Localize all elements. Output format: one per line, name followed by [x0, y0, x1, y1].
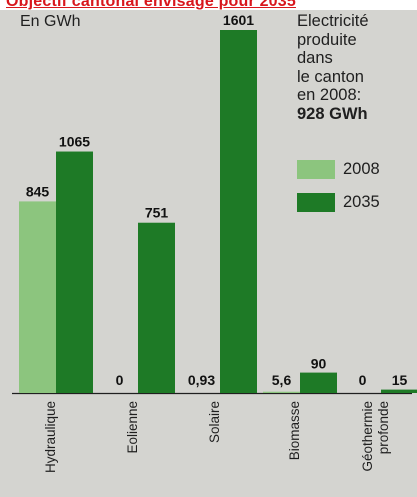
value-label-geothermie-profonde-2035: 15	[392, 372, 408, 388]
value-label-solaire-2008: 0,93	[188, 372, 215, 388]
info-line: le canton	[297, 67, 364, 86]
value-label-hydraulique-2008: 845	[26, 183, 50, 199]
bar-hydraulique-2035	[56, 151, 93, 393]
legend-label-2008: 2008	[343, 160, 380, 178]
value-label-geothermie-profonde-2008: 0	[359, 372, 367, 388]
bar-solaire-2035	[220, 30, 257, 393]
info-line: Electricité	[297, 12, 369, 30]
value-label-solaire-2035: 1601	[223, 12, 254, 28]
value-label-eolienne-2008: 0	[116, 372, 124, 388]
value-label-biomasse-2008: 5,6	[272, 372, 292, 388]
info-line: en 2008:	[297, 86, 362, 104]
value-label-eolienne-2035: 751	[145, 205, 169, 221]
legend-swatch-2008	[297, 160, 335, 179]
value-label-hydraulique-2035: 1065	[59, 134, 90, 150]
category-label-biomasse: Biomasse	[287, 401, 302, 460]
info-line: dans	[297, 49, 333, 67]
legend-label-2035: 2035	[343, 193, 380, 211]
info-value: 928 GWh	[297, 104, 368, 123]
bar-hydraulique-2008	[19, 201, 56, 393]
legend-swatch-2035	[297, 193, 335, 212]
info-box: Electricité produite dans le canton en 2…	[297, 12, 415, 123]
chart-title-strip: Objectif cantonal envisagé pour 2035	[0, 0, 417, 10]
chart-title: Objectif cantonal envisagé pour 2035	[6, 0, 296, 10]
unit-label: En GWh	[20, 13, 81, 30]
value-label-biomasse-2035: 90	[311, 356, 327, 372]
bar-eolienne-2035	[138, 222, 175, 393]
bar-biomasse-2008	[263, 391, 300, 393]
info-line: produite	[297, 30, 357, 49]
bar-biomasse-2035	[300, 372, 337, 393]
bar-geothermie-profonde-2035	[381, 389, 417, 393]
category-label-geothermie-profonde: Géothermie	[360, 401, 375, 472]
category-label-hydraulique: Hydraulique	[43, 401, 58, 473]
category-label-eolienne: Eolienne	[125, 401, 140, 454]
category-label-solaire: Solaire	[207, 401, 222, 443]
category-label-geothermie-profonde: profonde	[376, 401, 391, 454]
